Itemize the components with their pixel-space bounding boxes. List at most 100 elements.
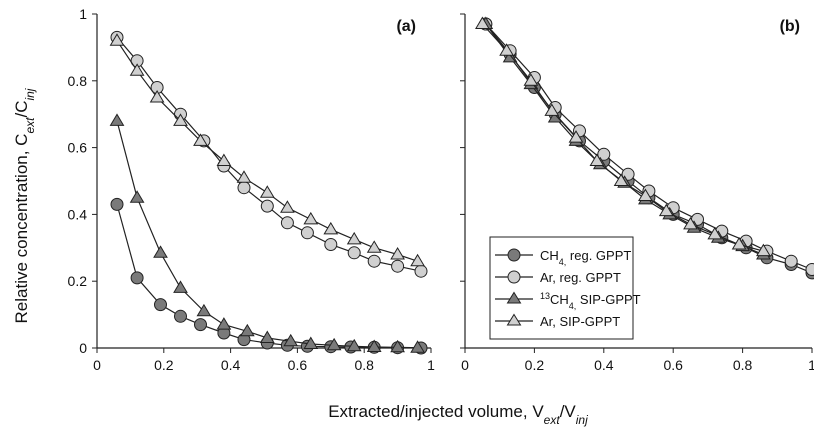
x-tick-label: 0.2: [525, 357, 545, 373]
data-point-triangle: [366, 339, 382, 352]
panel-label: (b): [780, 18, 800, 35]
data-point-triangle: [390, 247, 405, 260]
data-point-triangle: [731, 237, 747, 250]
x-tick-label: 0: [461, 357, 469, 373]
data-point-triangle: [589, 153, 605, 166]
data-point-triangle: [129, 190, 145, 203]
data-point-circle: [324, 238, 338, 251]
panel-label: (a): [396, 18, 416, 35]
data-point-circle: [391, 259, 405, 273]
data-point-circle: [280, 216, 294, 230]
data-point-triangle: [707, 226, 723, 240]
data-point-triangle: [346, 338, 362, 352]
series-line: [116, 120, 418, 349]
data-point-triangle: [499, 43, 514, 56]
data-point-triangle: [638, 188, 653, 201]
data-point-triangle: [547, 110, 563, 123]
data-point-circle: [597, 147, 611, 161]
panel-b: 0 0.2 0.4 0.6 0.8 1 (b): [460, 13, 814, 373]
data-point-triangle: [346, 231, 362, 245]
data-point-circle: [154, 298, 167, 312]
data-point-circle: [194, 318, 207, 332]
data-point-triangle: [259, 330, 275, 343]
legend-entry-13ch4-sip: 13CH4, SIP-GPPT: [495, 291, 641, 311]
series-line: [485, 23, 813, 271]
x-tick-label: 0.4: [221, 357, 241, 373]
legend-label-ar-reg: Ar, reg. GPPT: [540, 270, 621, 285]
data-point-triangle: [193, 133, 208, 146]
data-point-triangle: [658, 203, 674, 217]
data-point-triangle: [366, 240, 382, 253]
x-tick-label: 0.6: [288, 357, 308, 373]
data-point-triangle: [568, 130, 584, 143]
data-point-triangle: [216, 317, 232, 330]
data-point-triangle: [259, 185, 275, 198]
data-point-triangle: [283, 333, 299, 347]
x-tick-label: 1: [808, 357, 814, 373]
data-point-triangle: [410, 253, 425, 267]
data-point-circle: [110, 197, 124, 211]
data-point-triangle: [236, 170, 252, 183]
x-tick-label: 0.8: [733, 357, 753, 373]
series-line: [481, 23, 764, 252]
legend-entry-ch4-reg: CH4, reg. GPPT: [495, 248, 631, 267]
series-line: [485, 23, 764, 256]
data-point-triangle: [109, 113, 125, 126]
x-tick-label: 0.6: [663, 357, 683, 373]
data-point-triangle: [613, 173, 629, 186]
panel-a: 0 0.2 0.4 0.6 0.8 1 0 0.2 0.4 0.6 0.8 1 (a): [68, 6, 436, 373]
x-tick-label: 0.2: [154, 357, 174, 373]
legend-marker-light-triangle: [506, 313, 522, 326]
x-tick-label: 0.4: [594, 357, 614, 373]
data-point-triangle: [323, 221, 339, 235]
data-point-triangle: [196, 303, 212, 317]
legend-label-ar-sip: Ar, SIP-GPPT: [540, 314, 620, 329]
series-line: [116, 40, 418, 262]
data-point-triangle: [239, 323, 255, 337]
data-point-triangle: [683, 216, 698, 230]
data-point-circle: [414, 264, 428, 278]
data-point-triangle: [173, 280, 188, 293]
y-tick-label: 0.4: [68, 206, 88, 222]
data-point-circle: [300, 226, 314, 240]
data-point-triangle: [326, 337, 342, 351]
y-tick-label: 0.8: [68, 73, 88, 89]
data-point-triangle: [303, 336, 319, 349]
y-tick-label: 0.6: [68, 140, 88, 156]
y-tick-label: 0: [79, 340, 87, 356]
data-point-triangle: [475, 16, 490, 29]
data-point-circle: [130, 271, 144, 285]
data-point-circle: [784, 254, 798, 268]
data-point-triangle: [216, 153, 232, 166]
x-tick-label: 0: [93, 357, 101, 373]
x-tick-label: 0.8: [354, 357, 374, 373]
legend: CH4, reg. GPPT Ar, reg. GPPT 13CH4, SIP-…: [489, 236, 641, 340]
data-point-triangle: [303, 211, 319, 225]
series-line: [116, 204, 422, 349]
legend-label-ch4-reg: CH4, reg. GPPT: [540, 248, 631, 267]
series-line: [485, 23, 813, 274]
y-tick-label: 1: [79, 6, 87, 22]
y-axis-label: Relative concentration, Cext/Cinj: [12, 88, 37, 323]
legend-entry-ar-reg: Ar, reg. GPPT: [495, 270, 621, 285]
data-point-circle: [260, 199, 274, 213]
data-point-triangle: [280, 200, 295, 213]
data-point-triangle: [149, 90, 165, 103]
data-point-circle: [805, 263, 814, 276]
data-point-triangle: [390, 339, 405, 353]
data-point-circle: [347, 246, 361, 260]
legend-marker-dark-circle: [507, 248, 521, 262]
data-point-triangle: [756, 243, 771, 257]
data-point-triangle: [523, 73, 539, 86]
y-tick-label: 0.2: [68, 273, 88, 289]
legend-entry-ar-sip: Ar, SIP-GPPT: [495, 313, 620, 329]
series-line: [116, 37, 422, 272]
data-point-triangle: [544, 103, 560, 116]
legend-label-13ch4-sip: 13CH4, SIP-GPPT: [540, 291, 641, 311]
data-point-triangle: [410, 340, 425, 353]
data-point-circle: [174, 309, 187, 323]
data-point-triangle: [153, 245, 168, 258]
x-axis-label: Extracted/injected volume, Vext/Vinj: [328, 402, 588, 427]
legend-marker-light-circle: [507, 270, 521, 284]
